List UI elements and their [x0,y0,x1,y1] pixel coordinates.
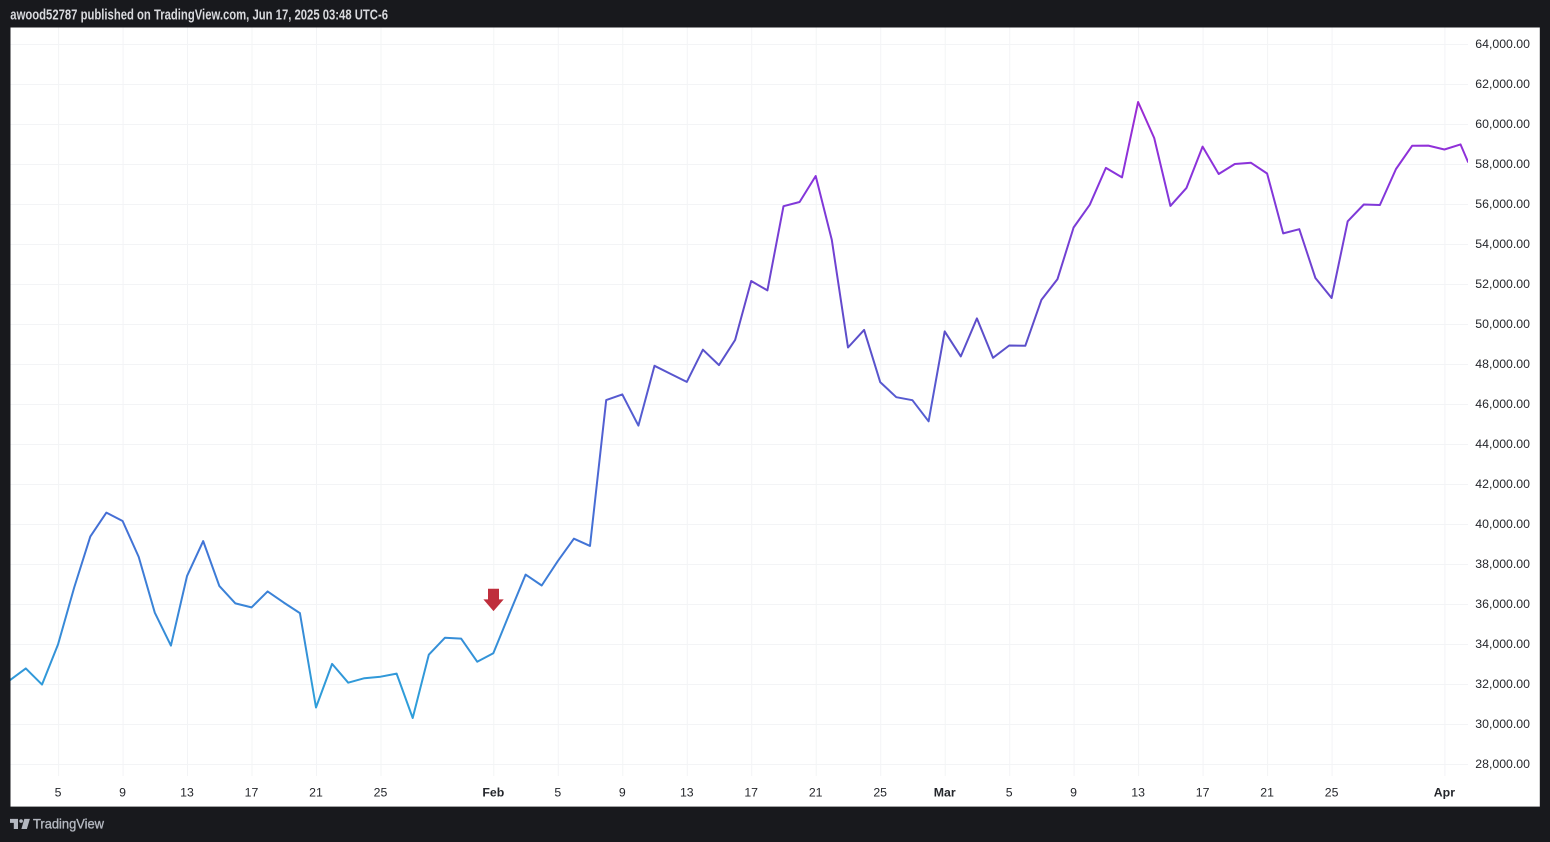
svg-text:17: 17 [1196,785,1210,799]
svg-text:21: 21 [1260,785,1274,799]
svg-text:36,000.00: 36,000.00 [1475,597,1530,611]
svg-text:17: 17 [245,785,259,799]
svg-text:5: 5 [554,785,561,799]
svg-text:13: 13 [180,785,194,799]
svg-text:5: 5 [55,785,62,799]
svg-text:21: 21 [809,785,823,799]
svg-text:21: 21 [309,785,323,799]
svg-text:52,000.00: 52,000.00 [1475,277,1530,291]
svg-text:25: 25 [873,785,887,799]
svg-text:5: 5 [1006,785,1013,799]
svg-text:Feb: Feb [482,785,504,799]
svg-text:Apr: Apr [1434,785,1455,799]
svg-text:32,000.00: 32,000.00 [1475,677,1530,691]
svg-text:62,000.00: 62,000.00 [1475,77,1530,91]
svg-text:58,000.00: 58,000.00 [1475,157,1530,171]
svg-text:25: 25 [374,785,388,799]
svg-text:48,000.00: 48,000.00 [1475,357,1530,371]
svg-text:46,000.00: 46,000.00 [1475,397,1530,411]
svg-text:40,000.00: 40,000.00 [1475,517,1530,531]
svg-text:9: 9 [119,785,126,799]
svg-text:13: 13 [680,785,694,799]
svg-text:56,000.00: 56,000.00 [1475,197,1530,211]
svg-text:64,000.00: 64,000.00 [1475,37,1530,51]
svg-text:awood52787 published on Tradin: awood52787 published on TradingView.com,… [10,7,388,24]
svg-text:9: 9 [1070,785,1077,799]
svg-text:13: 13 [1131,785,1145,799]
svg-text:38,000.00: 38,000.00 [1475,557,1530,571]
svg-text:TradingView: TradingView [33,815,105,831]
svg-text:44,000.00: 44,000.00 [1475,437,1530,451]
svg-text:34,000.00: 34,000.00 [1475,637,1530,651]
svg-text:28,000.00: 28,000.00 [1475,757,1530,771]
svg-text:42,000.00: 42,000.00 [1475,477,1530,491]
svg-text:25: 25 [1325,785,1339,799]
svg-text:60,000.00: 60,000.00 [1475,117,1530,131]
svg-text:50,000.00: 50,000.00 [1475,317,1530,331]
svg-text:54,000.00: 54,000.00 [1475,237,1530,251]
svg-text:9: 9 [619,785,626,799]
svg-text:30,000.00: 30,000.00 [1475,717,1530,731]
svg-text:17: 17 [744,785,758,799]
svg-text:Mar: Mar [934,785,956,799]
